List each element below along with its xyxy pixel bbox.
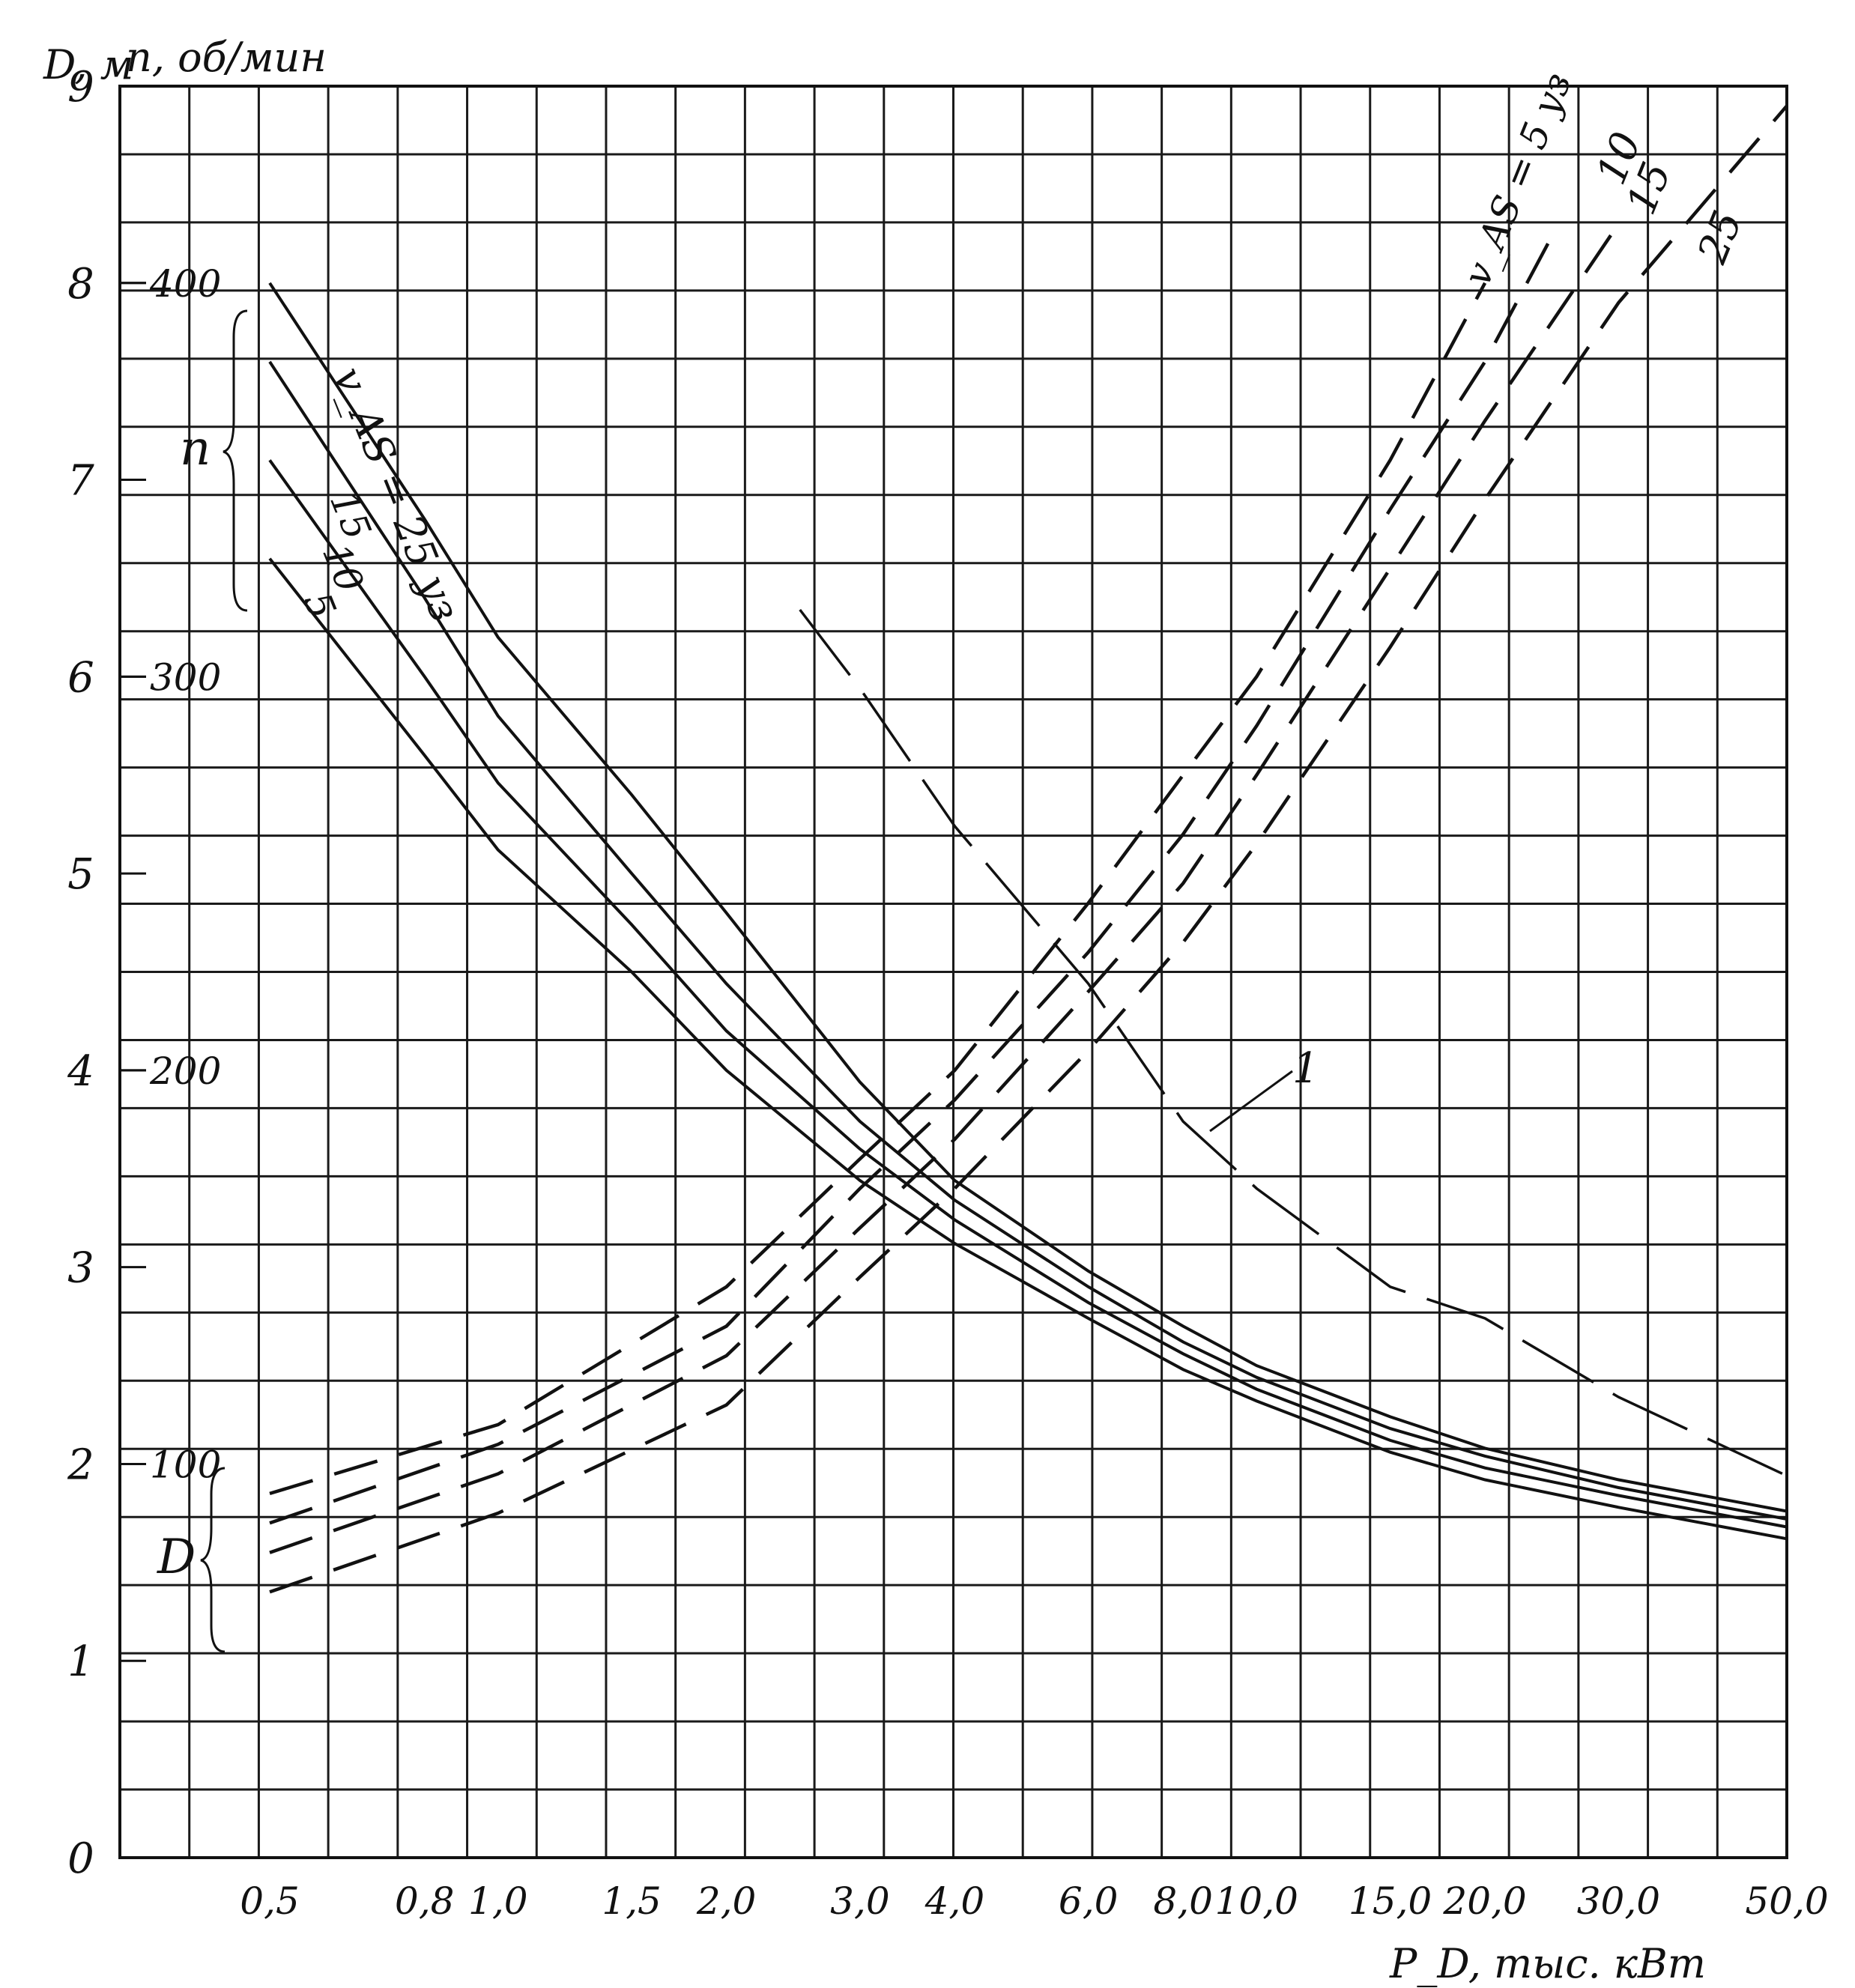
series-n-1 bbox=[268, 360, 1788, 1521]
plot-frame bbox=[118, 85, 1788, 1859]
x-tick-label: 0,8 bbox=[395, 1879, 455, 1923]
series-d-0 bbox=[269, 282, 1487, 1496]
x-tick-label: 8,0 bbox=[1153, 1879, 1213, 1923]
y-tick-label-d: 6 bbox=[67, 653, 94, 702]
y-tick-label-d: 9 bbox=[67, 63, 94, 112]
series-n-0 bbox=[268, 282, 1788, 1513]
annotation-label: v_AS = 5 уз bbox=[1455, 66, 1580, 291]
annotation-label: 5 bbox=[295, 587, 345, 625]
group-brace-n bbox=[223, 309, 248, 612]
x-tick-label: 15,0 bbox=[1349, 1879, 1432, 1923]
series-n-2 bbox=[268, 459, 1788, 1529]
x-tick-label: 6,0 bbox=[1059, 1879, 1119, 1923]
x-tick-label: 0,5 bbox=[240, 1879, 300, 1923]
annotation-label: 1 bbox=[1292, 1044, 1319, 1093]
tick-labels: 0,5 0,8 1,0 1,5 2,0 3,0 4,0 6,0 8,0 10,0 15,0 20,0 3… bbox=[67, 63, 1828, 1923]
group-label-n: n bbox=[180, 421, 211, 476]
y-tick-label-d: 4 bbox=[67, 1047, 94, 1096]
y-tick-label-d: 8 bbox=[67, 260, 94, 309]
series-d-1 bbox=[269, 222, 1561, 1525]
y-tick-label-d: 1 bbox=[67, 1637, 94, 1686]
series-n-4 bbox=[799, 608, 1788, 1477]
y-tick-label-n: 300 bbox=[150, 655, 221, 699]
group-label-d: D bbox=[157, 1530, 196, 1585]
annotation-leader-1 bbox=[1209, 1070, 1293, 1133]
x-tick-label: 3,0 bbox=[830, 1879, 890, 1923]
y-tick-label-d: 3 bbox=[67, 1244, 94, 1293]
y-tick-label-n: 100 bbox=[150, 1443, 221, 1486]
y-tick-label-d: 7 bbox=[67, 457, 94, 506]
x-tick-label: 10,0 bbox=[1215, 1879, 1298, 1923]
x-tick-label: 4,0 bbox=[925, 1879, 985, 1923]
x-tick-label: 30,0 bbox=[1577, 1879, 1660, 1923]
x-tick-label: 2,0 bbox=[696, 1879, 757, 1923]
series-d-3 bbox=[269, 104, 1788, 1594]
x-tick-label: 50,0 bbox=[1745, 1879, 1828, 1923]
y-axis-label-n: n, об/мин bbox=[126, 34, 327, 81]
y-axis-label-d: D, м bbox=[43, 41, 133, 88]
x-axis-label: P_D, тыс. кВт bbox=[1389, 1940, 1706, 1987]
y-tick-label-d: 5 bbox=[67, 850, 94, 899]
x-tick-label: 1,5 bbox=[602, 1879, 662, 1923]
curves bbox=[268, 104, 1788, 1594]
series-n-3 bbox=[268, 557, 1788, 1541]
y-tick-label-d: 2 bbox=[67, 1440, 94, 1489]
y-tick-label-n: 400 bbox=[149, 262, 221, 306]
y-tick-label-n: 200 bbox=[149, 1049, 221, 1093]
y-tick-label-d: 0 bbox=[67, 1834, 94, 1883]
grid bbox=[120, 86, 1787, 1858]
x-tick-label: 1,0 bbox=[468, 1879, 528, 1923]
annotation-label: 25 bbox=[1688, 204, 1752, 270]
x-tick-label: 20,0 bbox=[1442, 1879, 1526, 1923]
group-brace-d bbox=[200, 1467, 226, 1653]
series-d-2 bbox=[269, 222, 1621, 1554]
